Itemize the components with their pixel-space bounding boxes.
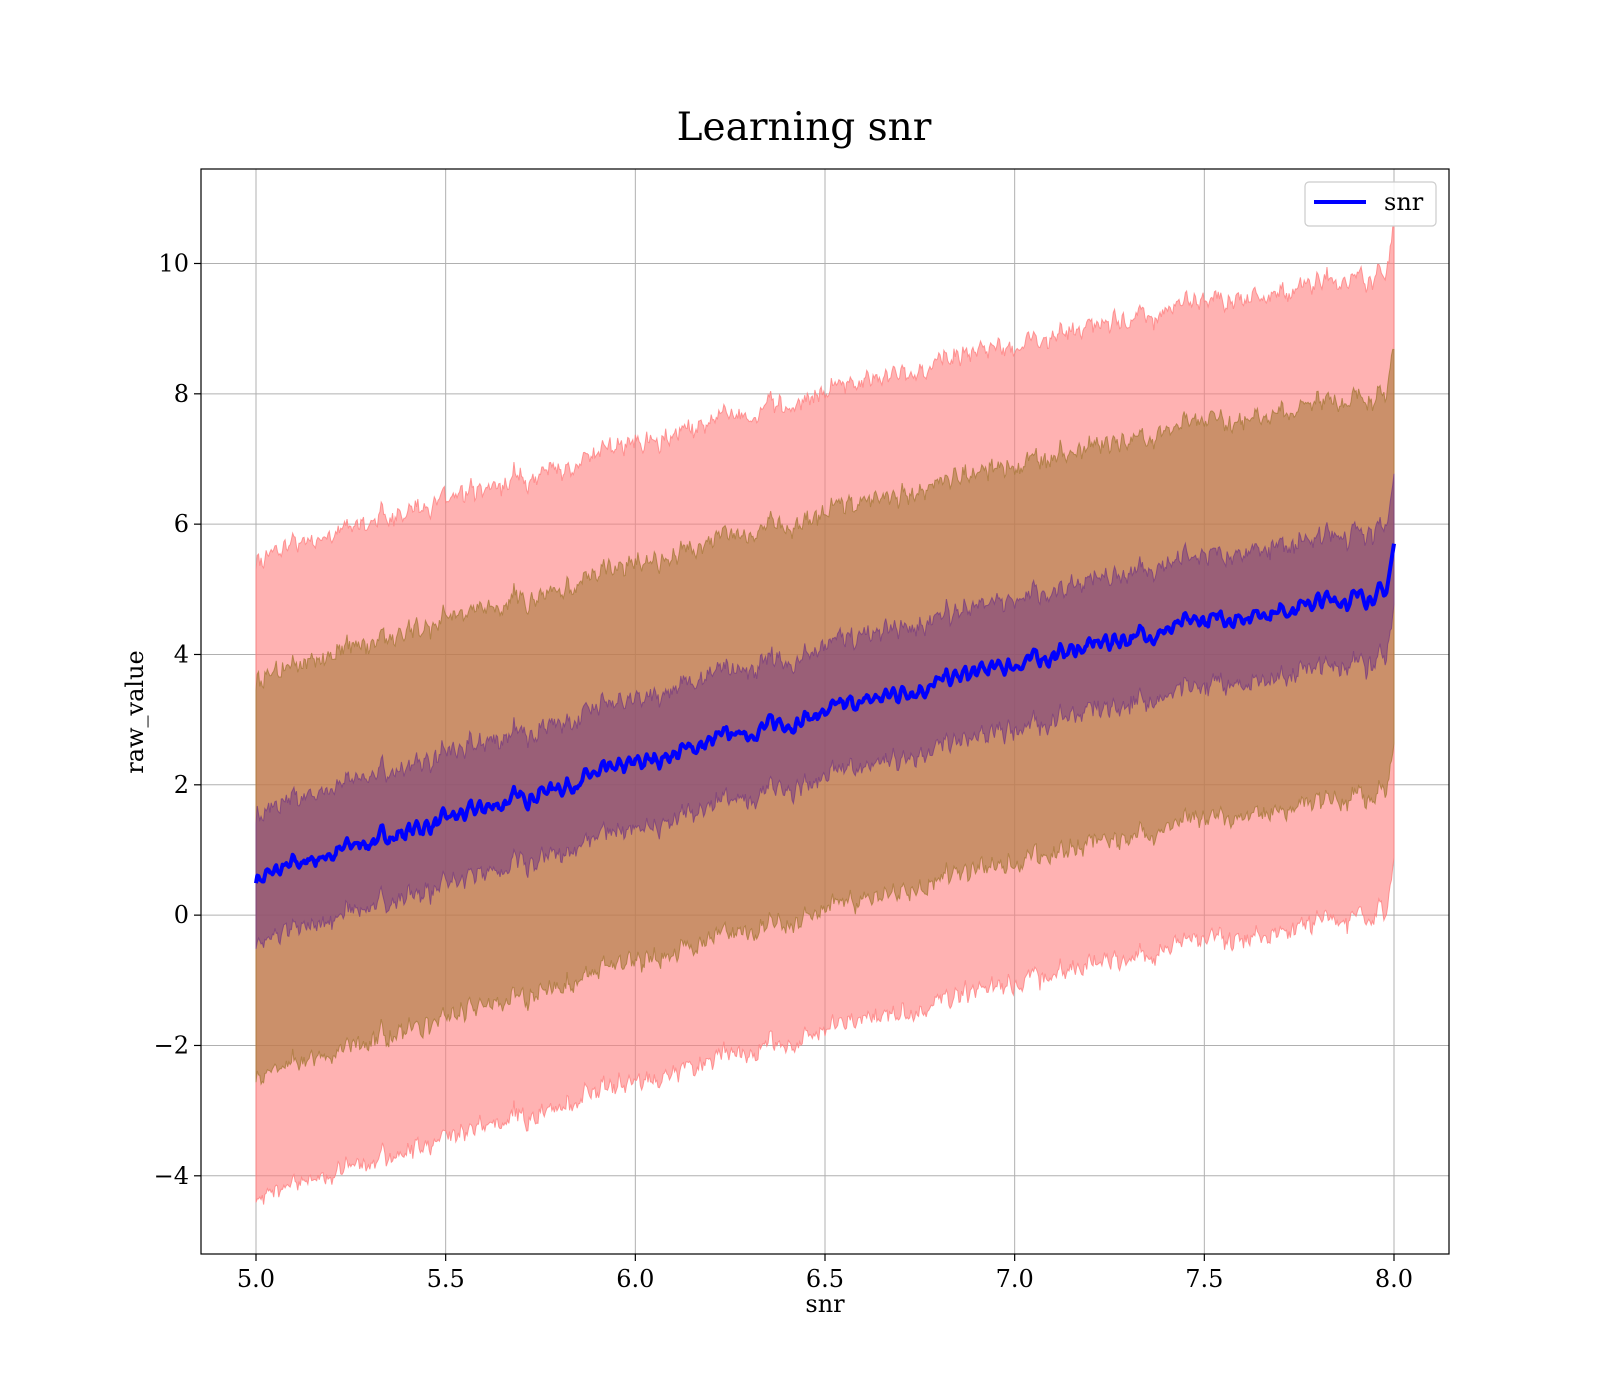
- series-lines: [254, 543, 1396, 884]
- x-axis-label: snr: [805, 1290, 845, 1318]
- plot-area: 5.0 5.5 6.0 6.5 7.0 7.5 8.0 −4 −2 0 2 4 6 8 10: [154, 168, 1450, 1293]
- chart-title: Learning snr: [677, 105, 932, 150]
- legend-frame: [1304, 181, 1437, 227]
- series-line-snr: [254, 543, 1396, 884]
- x-tick-label: 8.0: [1375, 1265, 1413, 1293]
- y-tick-label: 0: [174, 901, 189, 929]
- legend-label-snr: snr: [1384, 188, 1424, 216]
- x-tick-label: 7.5: [1185, 1265, 1223, 1293]
- x-tick-label: 6.0: [616, 1265, 654, 1293]
- y-tick-label: −4: [154, 1162, 189, 1190]
- legend: snr: [1304, 181, 1437, 227]
- y-tick-label: 2: [174, 771, 189, 799]
- y-axis-ticks: −4 −2 0 2 4 6 8 10: [154, 249, 201, 1190]
- x-axis-ticks: 5.0 5.5 6.0 6.5 7.0 7.5 8.0: [237, 1254, 1413, 1293]
- y-tick-label: 8: [174, 380, 189, 408]
- y-tick-label: 6: [174, 510, 189, 538]
- y-tick-label: −2: [154, 1031, 189, 1059]
- x-tick-label: 5.5: [427, 1265, 465, 1293]
- y-tick-label: 10: [158, 249, 189, 277]
- x-tick-label: 7.0: [996, 1265, 1034, 1293]
- x-tick-label: 6.5: [806, 1265, 844, 1293]
- y-axis-label: raw_value: [121, 650, 149, 774]
- x-tick-label: 5.0: [237, 1265, 275, 1293]
- y-tick-label: 4: [174, 640, 189, 668]
